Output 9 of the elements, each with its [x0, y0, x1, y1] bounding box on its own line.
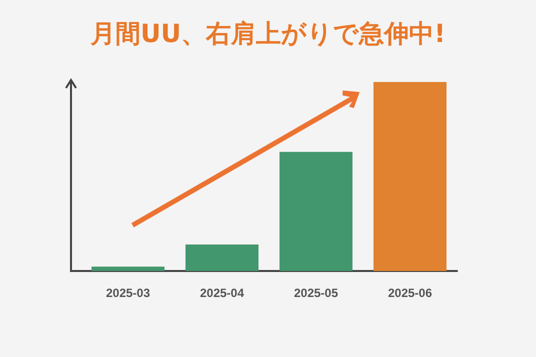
bar [374, 82, 446, 271]
bar [186, 244, 258, 271]
x-tick-label: 2025-05 [294, 286, 338, 300]
bar [280, 152, 352, 271]
chart-title: 月間UU、右肩上がりで急伸中! [89, 19, 446, 48]
x-tick-label: 2025-03 [106, 286, 150, 300]
bar [92, 266, 164, 271]
x-tick-label: 2025-04 [200, 286, 244, 300]
x-tick-label: 2025-06 [388, 286, 432, 300]
